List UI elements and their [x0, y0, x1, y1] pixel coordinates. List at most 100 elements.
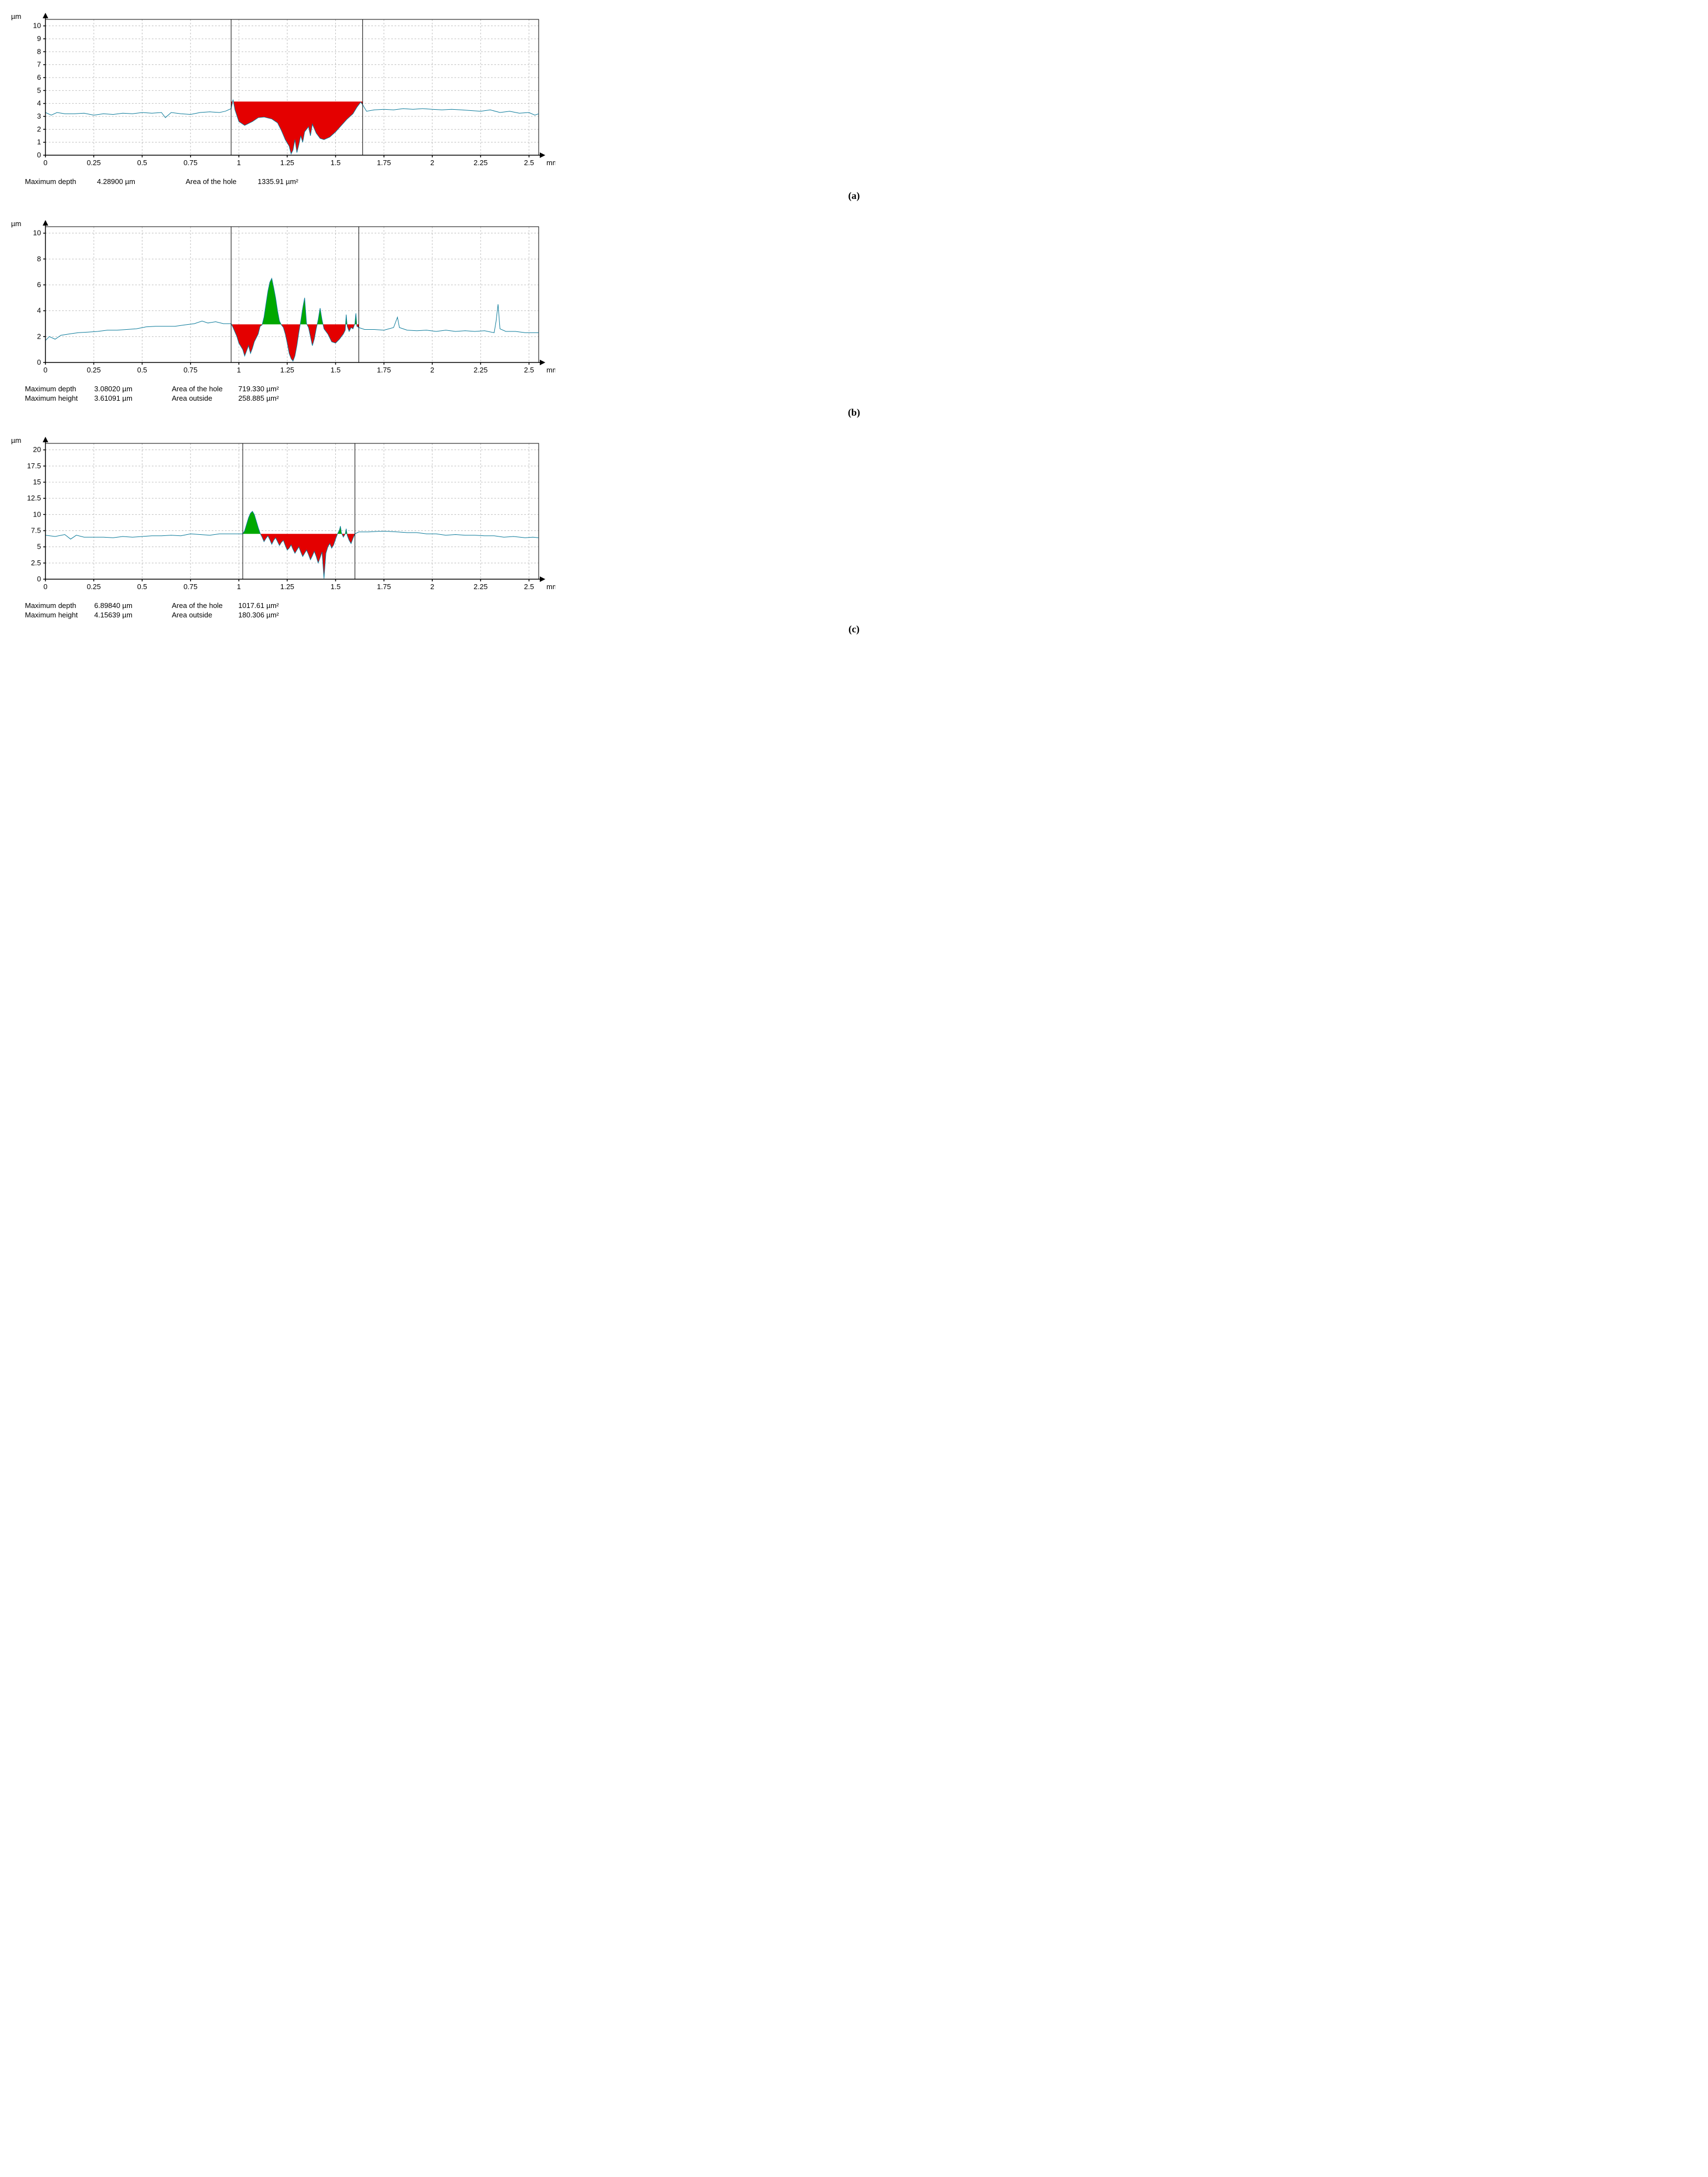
- stat-label: Maximum depth: [25, 601, 94, 610]
- y-tick-label: 0: [37, 151, 41, 159]
- stat-value: 1017.61 µm²: [238, 601, 294, 610]
- stat-label: Maximum height: [25, 611, 94, 619]
- y-tick-label: 6: [37, 73, 41, 81]
- stat-value: 4.28900 µm: [97, 177, 163, 186]
- grid: [45, 443, 539, 579]
- x-axis-unit: mm: [546, 159, 555, 167]
- x-tick-label: 2.5: [524, 582, 534, 591]
- stat-value: 719.330 µm²: [238, 385, 294, 393]
- y-tick-label: 5: [37, 543, 41, 551]
- y-tick-label: 4: [37, 99, 41, 108]
- y-tick-label: 6: [37, 280, 41, 289]
- chart-area: 01234567891000.250.50.7511.251.51.7522.2…: [23, 11, 1697, 172]
- x-tick-label: 0.5: [137, 582, 147, 591]
- y-tick-label: 20: [33, 446, 41, 454]
- chart-svg: 0 2 4 6 8 10 0 0.25 0.5 0.75 1 1.25 1.5 1.75 2 2.25 2.5 m…: [23, 218, 555, 379]
- y-tick-label: 5: [37, 86, 41, 94]
- stat-label: Maximum height: [25, 394, 94, 402]
- stat-label: Area outside: [172, 394, 238, 402]
- stat-label: Area of the hole: [172, 385, 238, 393]
- x-tick-label: 1.5: [331, 159, 341, 167]
- y-tick-label: 10: [33, 229, 41, 237]
- x-tick-label: 2.25: [474, 582, 488, 591]
- y-tick-label: 4: [37, 306, 41, 315]
- y-tick-label: 3: [37, 112, 41, 120]
- charts-root: µm01234567891000.250.50.7511.251.51.7522…: [11, 11, 1697, 635]
- y-tick-label: 2: [37, 125, 41, 133]
- x-tick-label: 2.25: [474, 159, 488, 167]
- stat-label: Maximum depth: [25, 385, 94, 393]
- subplot-caption: (b): [11, 407, 1697, 418]
- x-tick-label: 0.5: [137, 366, 147, 374]
- x-tick-label: 1: [237, 582, 241, 591]
- subplot-caption: (c): [11, 624, 1697, 635]
- x-tick-label: 0.25: [87, 366, 101, 374]
- y-tick-label: 9: [37, 34, 41, 43]
- y-tick-label: 2.5: [31, 559, 41, 567]
- x-tick-label: 1.5: [331, 366, 341, 374]
- x-tick-label: 1.75: [377, 582, 391, 591]
- chart-area: 0 2 4 6 8 10 0 0.25 0.5 0.75 1 1.25 1.5 1.75 2 2.25 2.5 m…: [23, 218, 1697, 379]
- profile-chart-b: µm 0 2 4 6 8 10 0 0.25 0.5 0.75 1 1.25 1.5 1.75 2 2.25 2.…: [11, 218, 1697, 418]
- y-axis-unit: µm: [11, 218, 21, 228]
- y-tick-label: 2: [37, 332, 41, 340]
- x-tick-label: 1.75: [377, 159, 391, 167]
- x-tick-label: 0.25: [87, 582, 101, 591]
- y-tick-label: 15: [33, 478, 41, 486]
- x-tick-label: 2.25: [474, 366, 488, 374]
- y-tick-label: 1: [37, 138, 41, 146]
- x-tick-label: 1.5: [331, 582, 341, 591]
- x-tick-label: 0.75: [183, 366, 197, 374]
- y-tick-label: 12.5: [27, 494, 41, 502]
- y-tick-label: 0: [37, 358, 41, 366]
- x-tick-label: 0: [44, 366, 48, 374]
- profile-chart-c: µm02.557.51012.51517.52000.250.50.7511.2…: [11, 435, 1697, 635]
- stats-block: Maximum depth3.08020 µm Area of the hole7…: [25, 385, 1697, 402]
- stat-label: Maximum depth: [25, 177, 97, 186]
- x-tick-label: 1.25: [280, 582, 294, 591]
- x-tick-label: 0.25: [87, 159, 101, 167]
- stat-value: 180.306 µm²: [238, 611, 294, 619]
- x-tick-label: 0: [44, 159, 48, 167]
- x-tick-label: 1.25: [280, 366, 294, 374]
- outside-area: [263, 278, 282, 324]
- stat-label: Area of the hole: [186, 177, 258, 186]
- y-tick-label: 8: [37, 47, 41, 55]
- x-axis-unit: mm: [546, 582, 555, 591]
- x-tick-label: 0.5: [137, 159, 147, 167]
- y-tick-label: 7.5: [31, 527, 41, 535]
- outside-area: [300, 298, 307, 324]
- stats-block: Maximum depth4.28900 µm Area of the hole1…: [25, 177, 1697, 186]
- stats-block: Maximum depth6.89840 µm Area of the hole1…: [25, 601, 1697, 619]
- stat-value: 1335.91 µm²: [258, 177, 324, 186]
- x-tick-label: 1: [237, 366, 241, 374]
- x-tick-label: 1.75: [377, 366, 391, 374]
- y-axis-unit: µm: [11, 435, 21, 444]
- x-tick-label: 1: [237, 159, 241, 167]
- chart-area: 02.557.51012.51517.52000.250.50.7511.251…: [23, 435, 1697, 596]
- chart-svg: 02.557.51012.51517.52000.250.50.7511.251…: [23, 435, 555, 596]
- x-axis-unit: mm: [546, 366, 555, 374]
- stat-value: 4.15639 µm: [94, 611, 150, 619]
- x-tick-label: 2: [431, 366, 434, 374]
- hole-area: [323, 324, 346, 343]
- stat-value: 3.08020 µm: [94, 385, 150, 393]
- x-tick-label: 2: [431, 582, 434, 591]
- subplot-caption: (a): [11, 190, 1697, 202]
- x-tick-label: 0: [44, 582, 48, 591]
- x-tick-label: 0.75: [183, 159, 197, 167]
- chart-wrapper: µm 0 2 4 6 8 10 0 0.25 0.5 0.75 1 1.25 1.5 1.75 2 2.25 2.…: [11, 218, 1697, 379]
- y-tick-label: 7: [37, 60, 41, 69]
- y-tick-label: 0: [37, 575, 41, 583]
- y-axis-unit: µm: [11, 11, 21, 21]
- stat-label: Area of the hole: [172, 601, 238, 610]
- y-tick-label: 8: [37, 254, 41, 263]
- stat-value: 3.61091 µm: [94, 394, 150, 402]
- hole-area: [234, 101, 363, 154]
- x-tick-label: 2.5: [524, 366, 534, 374]
- stat-value: 6.89840 µm: [94, 601, 150, 610]
- x-tick-label: 2.5: [524, 159, 534, 167]
- profile-chart-a: µm01234567891000.250.50.7511.251.51.7522…: [11, 11, 1697, 202]
- chart-wrapper: µm01234567891000.250.50.7511.251.51.7522…: [11, 11, 1697, 172]
- x-tick-label: 1.25: [280, 159, 294, 167]
